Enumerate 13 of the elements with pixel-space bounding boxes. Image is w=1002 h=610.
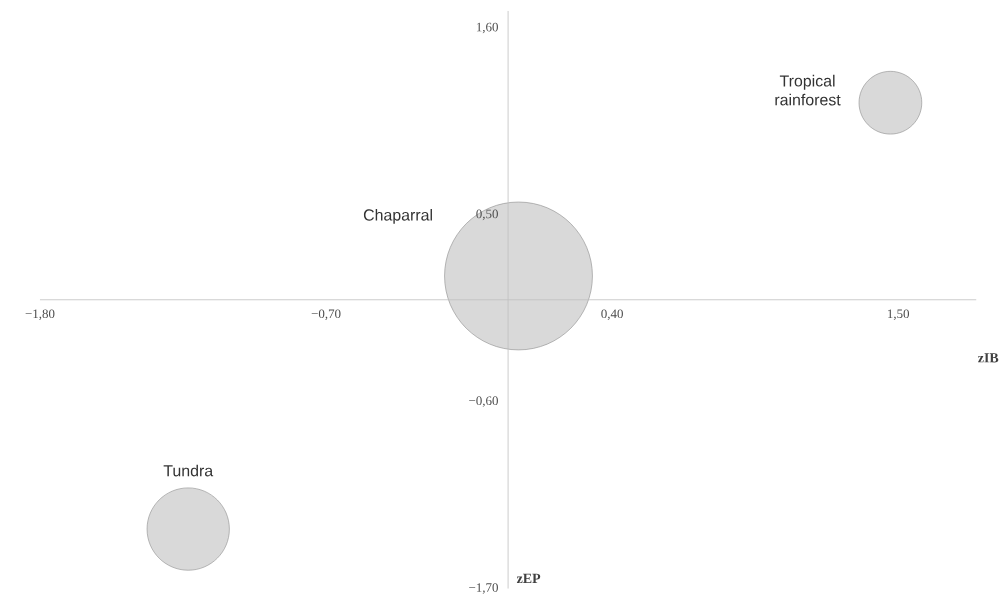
x-axis-title: zIB: [978, 353, 999, 363]
x-tick-label: −1,80: [25, 309, 55, 321]
y-tick-label: −0,60: [469, 396, 498, 408]
series-label: Tundra: [163, 464, 214, 477]
x-tick-label: 1,50: [888, 309, 910, 321]
text: Chaparral: [363, 209, 432, 225]
y-axis-title: zEP: [516, 574, 541, 584]
x-tick-label: −0,70: [311, 309, 341, 321]
y-tick-label: 1,60: [476, 22, 498, 34]
y-tick-label: −1,70: [469, 583, 498, 595]
series-label: Tropical rainforest: [775, 75, 841, 106]
y-tick-label: 0,50: [476, 209, 498, 221]
x-tick-label: 0,40: [601, 309, 623, 321]
